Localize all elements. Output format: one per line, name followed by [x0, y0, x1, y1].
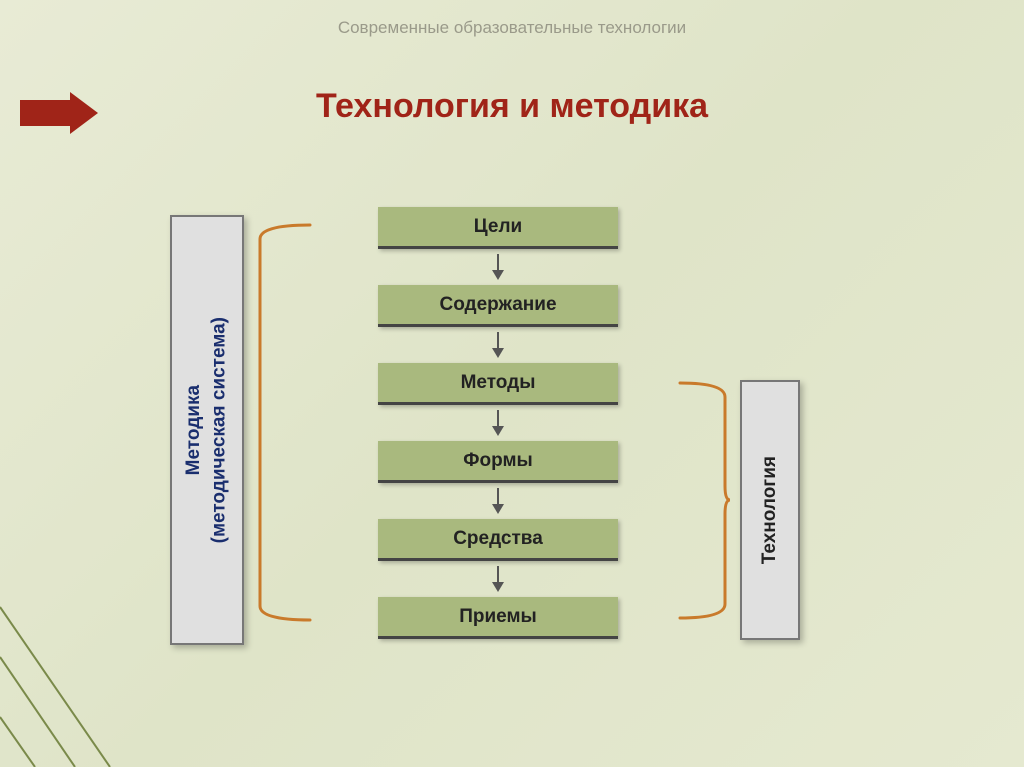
flow-box-5: Приемы — [378, 597, 618, 639]
methodology-box: Методика (методическая система) — [170, 215, 244, 645]
flow-box-3: Формы — [378, 441, 618, 483]
down-arrow-icon-2 — [491, 408, 505, 436]
down-arrow-icon-3 — [491, 486, 505, 514]
technology-box: Технология — [740, 380, 800, 640]
flow-box-1: Содержание — [378, 285, 618, 327]
flow-box-4: Средства — [378, 519, 618, 561]
down-arrow-icon-4 — [491, 564, 505, 592]
down-arrow-icon-1 — [491, 330, 505, 358]
technology-label: Технология — [757, 456, 783, 564]
flow-box-0: Цели — [378, 207, 618, 249]
methodology-label: Методика (методическая система) — [181, 317, 232, 543]
flow-box-2: Методы — [378, 363, 618, 405]
decorative-lines-icon — [0, 567, 160, 767]
down-arrow-icon-0 — [491, 252, 505, 280]
page-title: Технология и методика — [0, 87, 1024, 126]
page-header: Современные образовательные технологии — [0, 18, 1024, 38]
